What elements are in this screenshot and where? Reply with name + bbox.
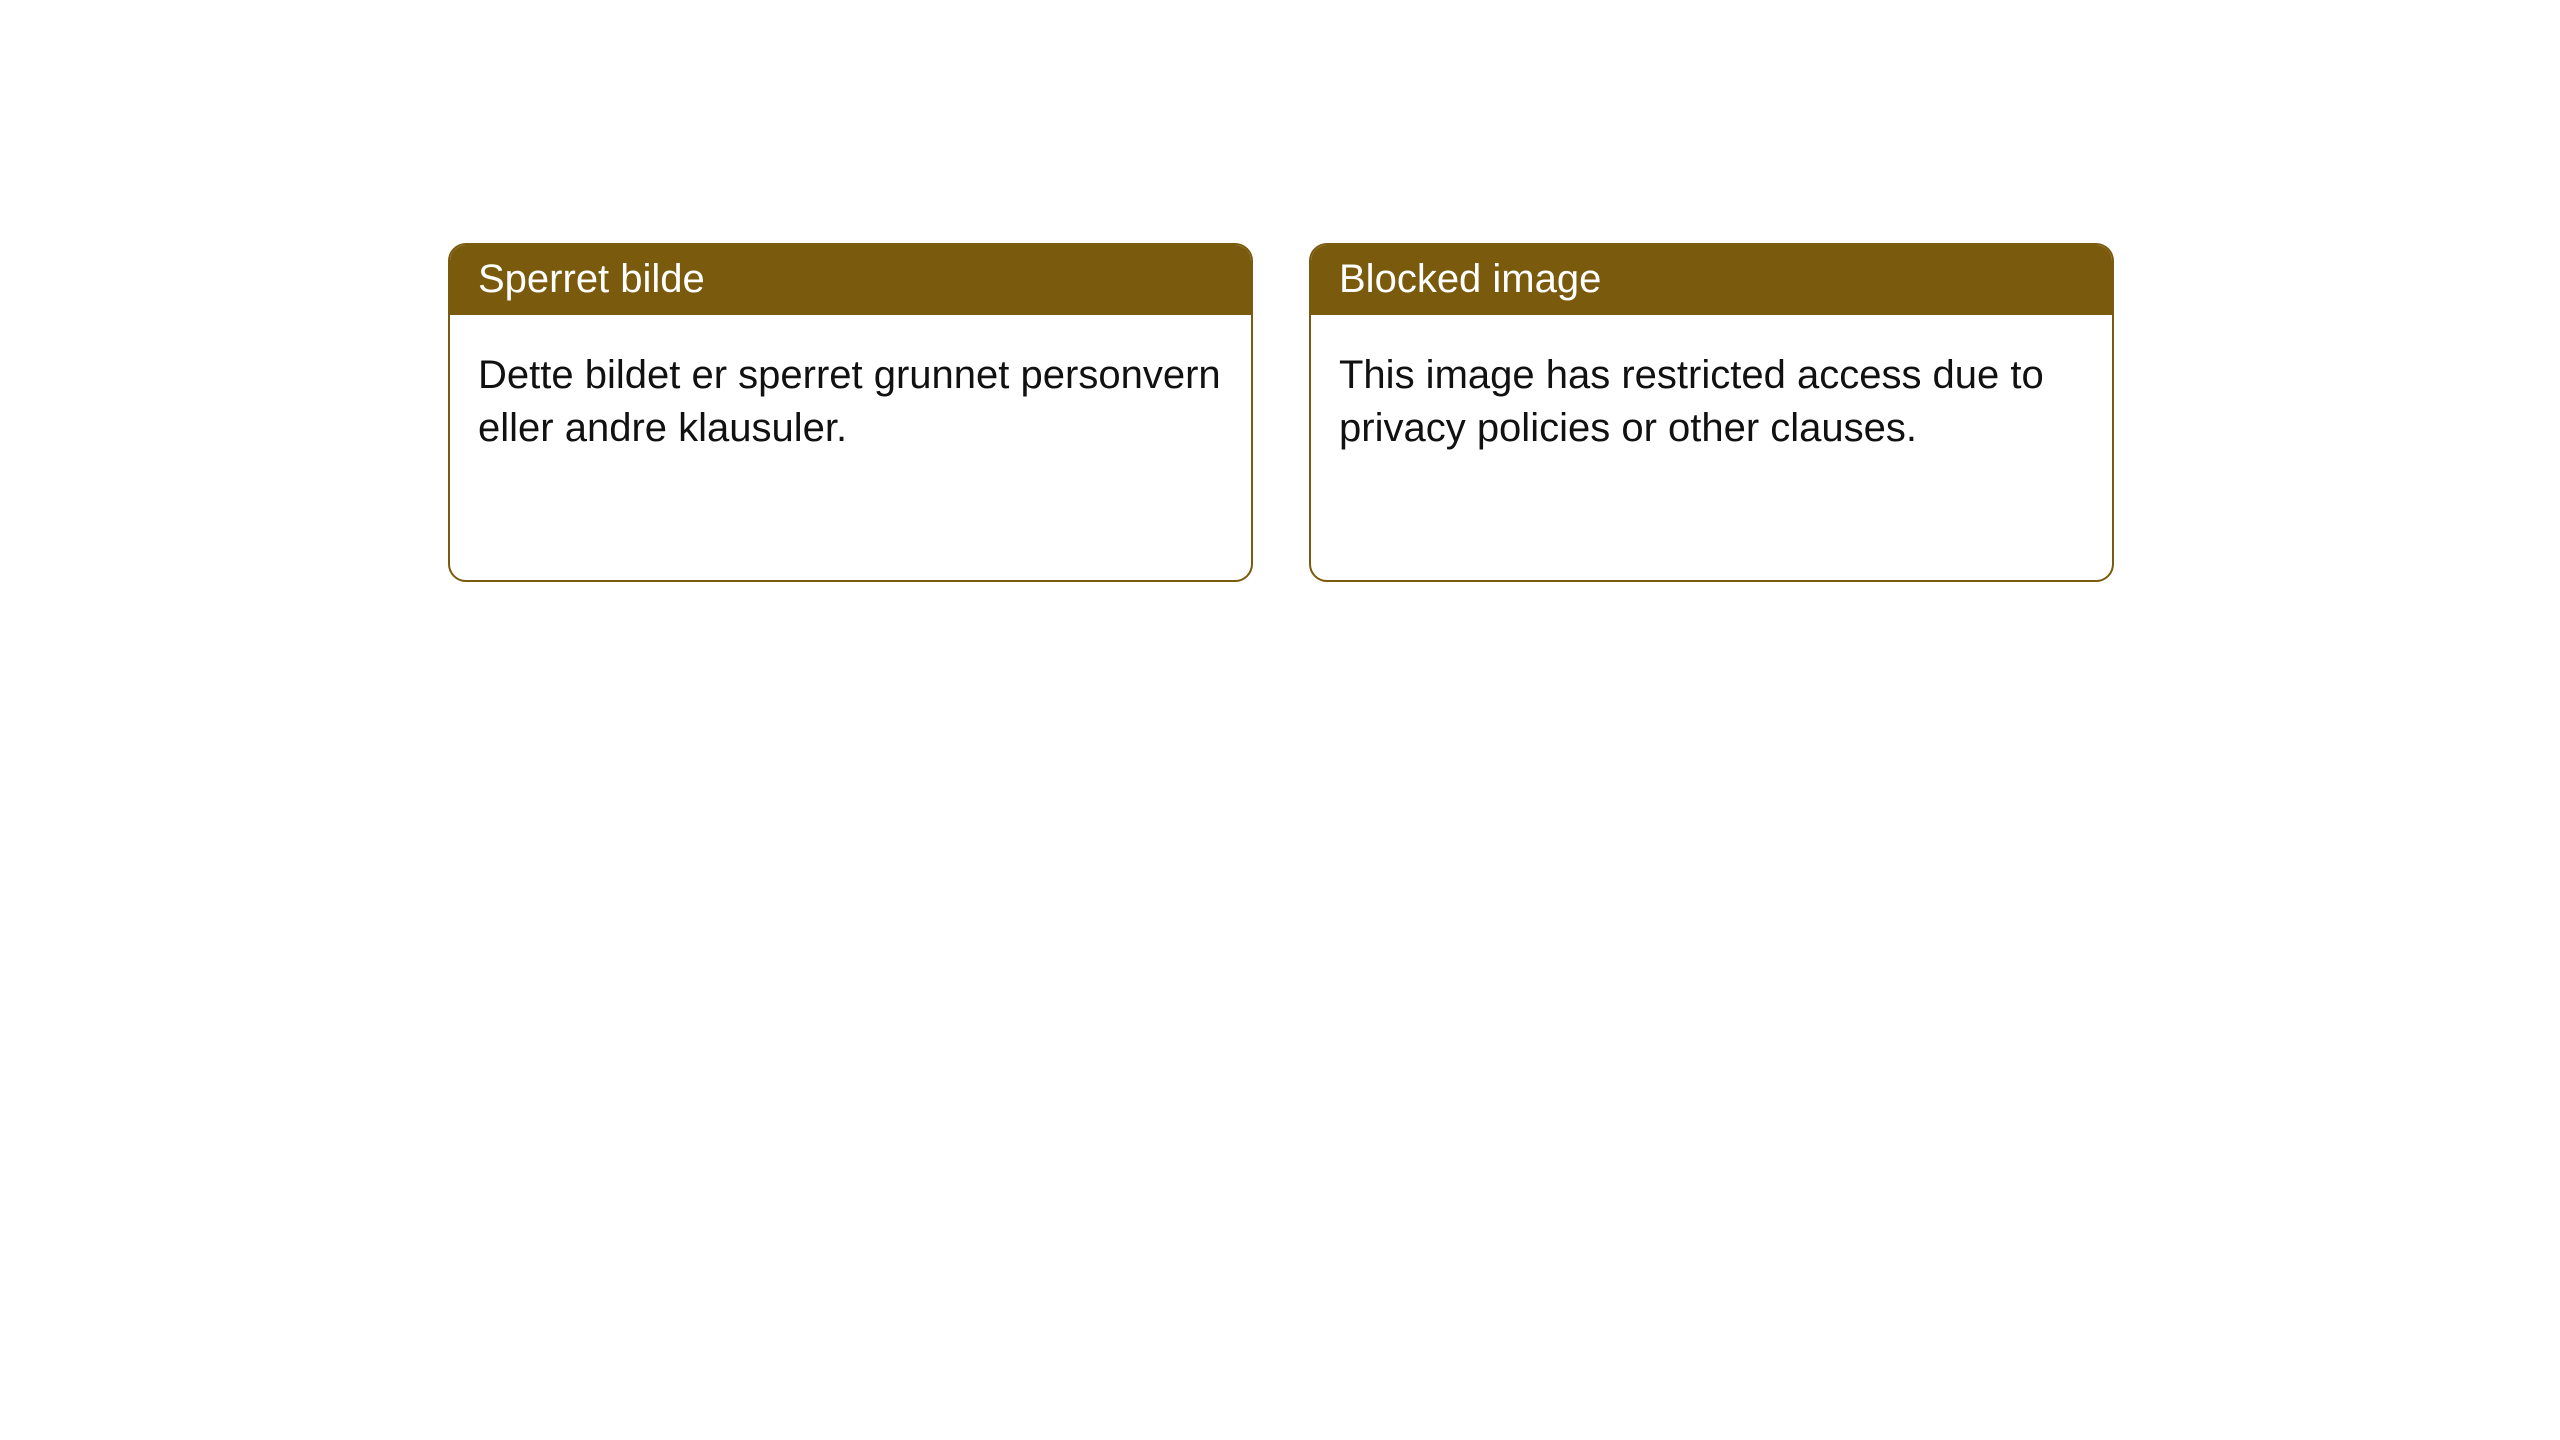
notice-card-english: Blocked image This image has restricted … [1309, 243, 2114, 582]
notice-body: Dette bildet er sperret grunnet personve… [450, 315, 1251, 483]
notice-header: Blocked image [1311, 245, 2112, 315]
notice-header: Sperret bilde [450, 245, 1251, 315]
notice-container: Sperret bilde Dette bildet er sperret gr… [0, 0, 2560, 582]
notice-body: This image has restricted access due to … [1311, 315, 2112, 483]
notice-card-norwegian: Sperret bilde Dette bildet er sperret gr… [448, 243, 1253, 582]
